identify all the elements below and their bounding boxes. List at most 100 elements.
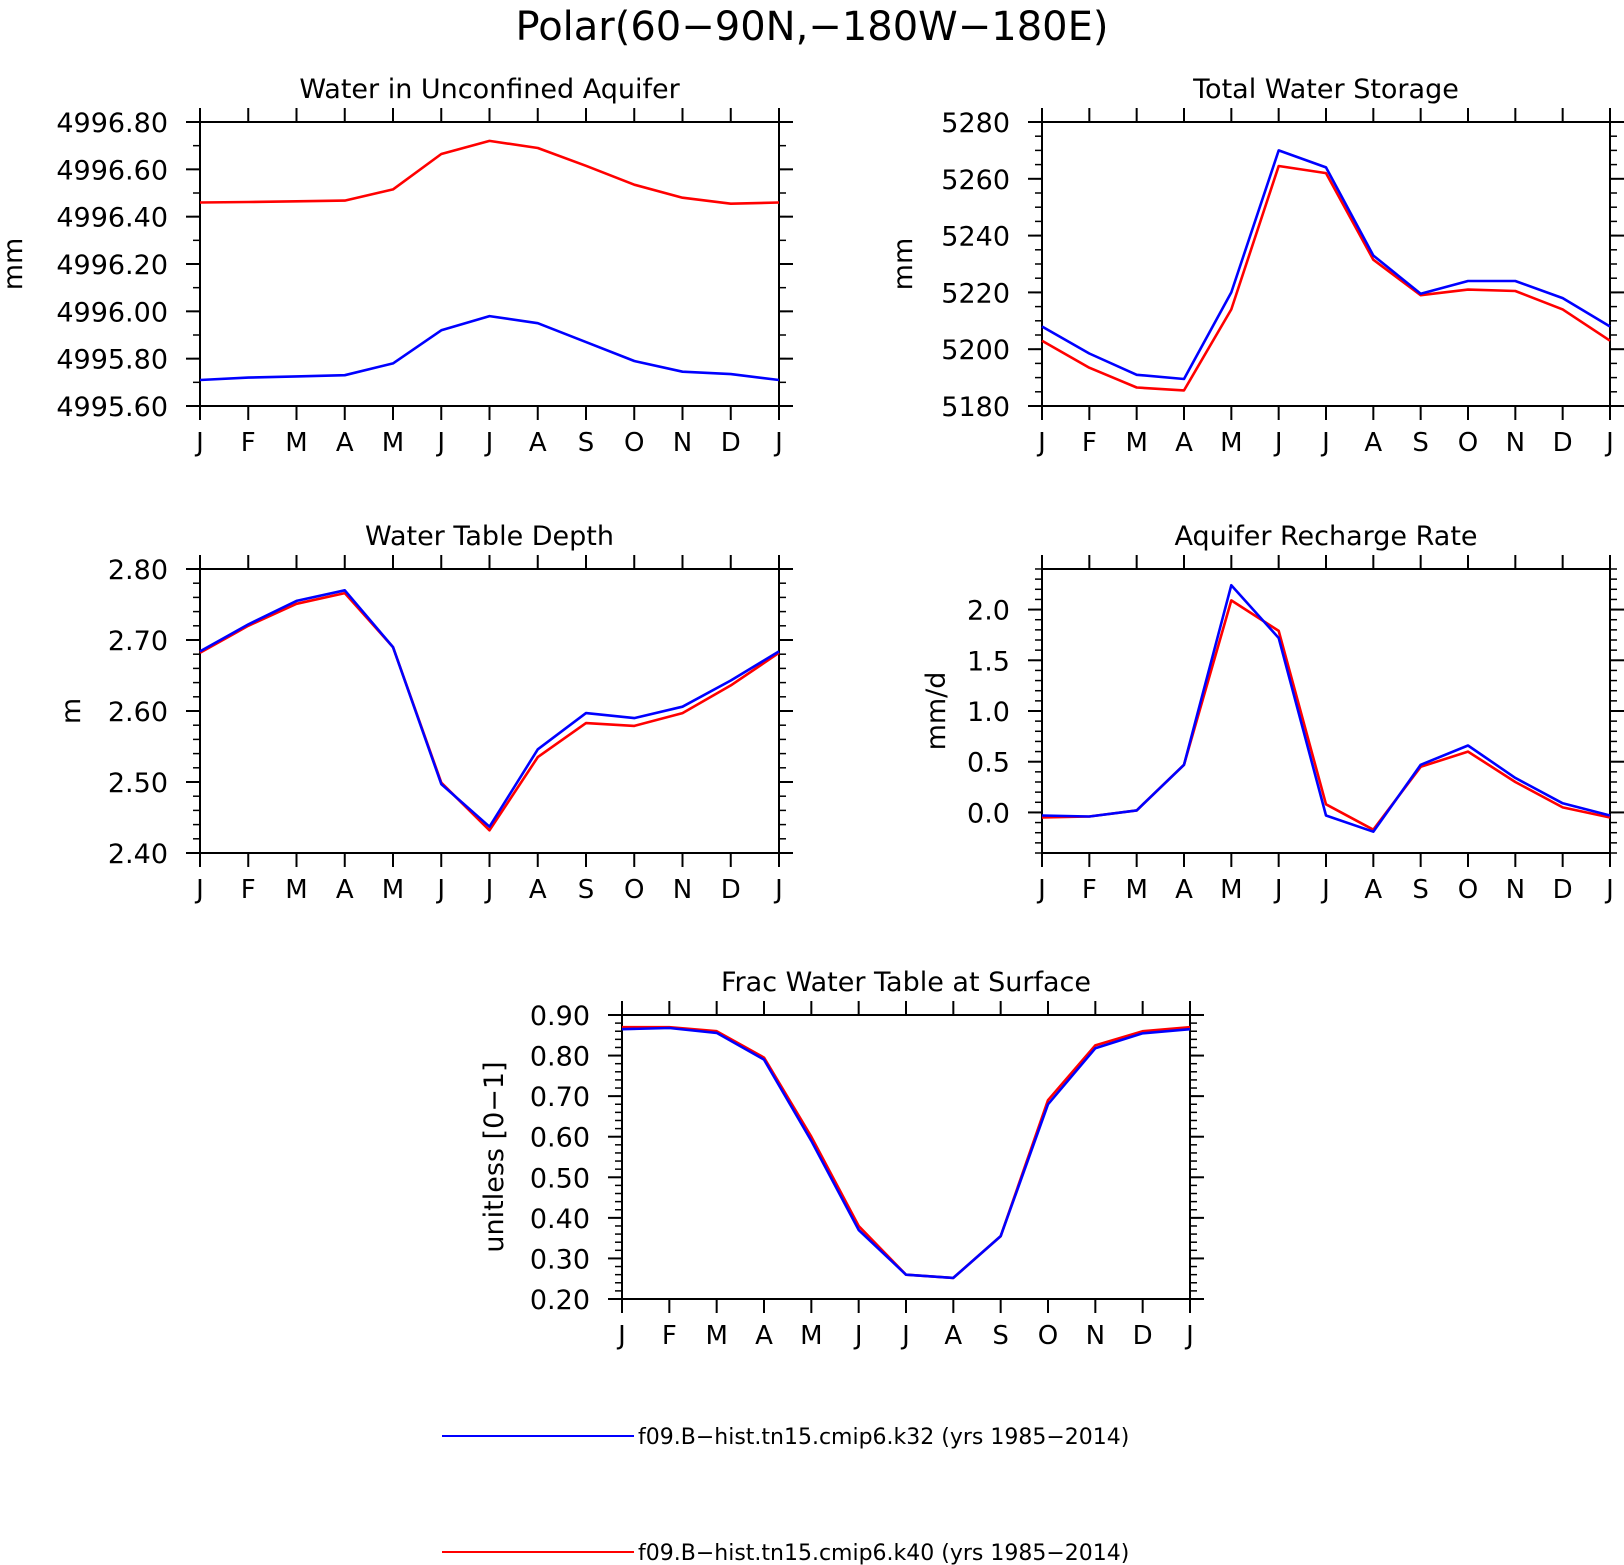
x-tick-label: J: [1273, 428, 1283, 458]
legend-label-k40: f09.B−hist.tn15.cmip6.k40 (yrs 1985−2014…: [638, 1541, 1129, 1565]
y-tick-label: 4996.40: [56, 203, 168, 234]
y-tick-label: 4995.60: [56, 392, 168, 423]
x-tick-label: M: [285, 428, 307, 458]
x-tick-label: N: [673, 875, 692, 905]
y-tick-label: 1.5: [967, 646, 1010, 677]
y-axis-label: m: [56, 698, 87, 724]
x-tick-label: N: [1506, 428, 1525, 458]
x-tick-label: J: [484, 875, 494, 905]
y-tick-label: 0.0: [967, 798, 1010, 829]
x-tick-label: D: [721, 428, 741, 458]
x-tick-label: A: [336, 428, 354, 458]
y-axis-label: mm/d: [921, 672, 952, 751]
chart-panel-5: J F M A M J J A S O N D J0.200.300.400.500.600.700.8…: [479, 967, 1204, 1351]
x-tick-label: J: [484, 428, 494, 458]
x-tick-label: S: [578, 428, 595, 458]
y-tick-label: 5180: [941, 392, 1010, 423]
x-tick-label: J: [435, 428, 445, 458]
series-line-k40: [622, 1025, 1191, 1280]
y-tick-label: 5200: [941, 335, 1010, 366]
x-tick-label: F: [241, 875, 256, 905]
y-tick-label: 0.60: [530, 1123, 590, 1154]
y-tick-label: 2.60: [108, 697, 168, 728]
series-line-k40: [199, 591, 780, 832]
plot-frame: [1041, 121, 1611, 407]
y-tick-label: 0.30: [530, 1244, 590, 1275]
y-tick-label: 4996.60: [56, 155, 168, 186]
y-tick-label: 5260: [941, 165, 1010, 196]
chart-panel-2: J F M A M J J A S O N D J518052005220524052605280Tot…: [888, 74, 1624, 458]
y-tick-label: 2.80: [108, 555, 168, 586]
plot-frame: [621, 1014, 1191, 1300]
x-tick-label: J: [1604, 428, 1614, 458]
x-tick-label: O: [1038, 1321, 1058, 1351]
x-tick-label: A: [336, 875, 354, 905]
y-tick-label: 5240: [941, 222, 1010, 253]
y-tick-label: 0.70: [530, 1082, 590, 1113]
x-tick-label: O: [1458, 428, 1478, 458]
series-line-k32: [1041, 149, 1611, 381]
y-axis-label: unitless [0−1]: [479, 1061, 510, 1252]
x-tick-label: A: [1175, 428, 1193, 458]
x-tick-label: M: [1220, 428, 1242, 458]
x-tick-label: J: [1036, 428, 1046, 458]
y-tick-label: 0.5: [967, 748, 1010, 779]
series-line-k32: [199, 314, 780, 382]
x-tick-label: M: [1125, 428, 1147, 458]
figure-title: Polar(60−90N,−180W−180E): [516, 4, 1109, 50]
series-line-k32: [199, 588, 780, 829]
x-tick-label: M: [1220, 875, 1242, 905]
x-tick-label: S: [1412, 428, 1429, 458]
x-tick-label: A: [1175, 875, 1193, 905]
y-tick-label: 0.40: [530, 1204, 590, 1235]
y-tick-label: 5280: [941, 108, 1010, 139]
x-tick-label: A: [1364, 875, 1382, 905]
x-tick-label: J: [435, 875, 445, 905]
series-line-k32: [621, 1026, 1191, 1280]
x-tick-label: D: [721, 875, 741, 905]
panel-title: Water Table Depth: [365, 521, 614, 552]
y-tick-label: 4996.80: [56, 108, 168, 139]
series-line-k40: [1041, 599, 1611, 832]
chart-panels: J F M A M J J A S O N D J4995.604995.804996.004996.2…: [0, 74, 1624, 1351]
y-tick-label: 2.0: [967, 596, 1010, 627]
y-tick-label: 5220: [941, 278, 1010, 309]
x-tick-label: J: [1320, 428, 1330, 458]
x-tick-label: S: [1412, 875, 1429, 905]
series-line-k40: [199, 139, 780, 205]
x-tick-label: O: [624, 428, 644, 458]
x-tick-label: M: [1125, 875, 1147, 905]
x-tick-label: J: [194, 875, 204, 905]
y-tick-label: 0.50: [530, 1163, 590, 1194]
x-tick-label: J: [616, 1321, 626, 1351]
y-tick-label: 0.90: [530, 1001, 590, 1032]
plot-frame: [199, 121, 780, 407]
panel-title: Water in Unconfined Aquifer: [299, 74, 680, 105]
y-tick-label: 4995.80: [56, 345, 168, 376]
x-tick-label: D: [1553, 875, 1573, 905]
x-tick-label: J: [1036, 875, 1046, 905]
x-tick-label: A: [944, 1321, 962, 1351]
y-axis-label: mm: [888, 238, 919, 291]
x-tick-label: M: [382, 875, 404, 905]
x-tick-label: J: [194, 428, 204, 458]
y-tick-label: 0.20: [530, 1285, 590, 1316]
y-tick-label: 2.70: [108, 626, 168, 657]
x-tick-label: M: [705, 1321, 727, 1351]
x-tick-label: J: [900, 1321, 910, 1351]
x-tick-label: J: [1320, 875, 1330, 905]
y-tick-label: 4996.00: [56, 297, 168, 328]
x-tick-label: N: [1506, 875, 1525, 905]
legend-label-k32: f09.B−hist.tn15.cmip6.k32 (yrs 1985−2014…: [638, 1425, 1129, 1450]
x-tick-label: F: [241, 428, 256, 458]
x-tick-label: S: [992, 1321, 1009, 1351]
x-tick-label: O: [624, 875, 644, 905]
legend: f09.B−hist.tn15.cmip6.k32 (yrs 1985−2014…: [442, 1425, 1129, 1565]
plot-frame: [199, 568, 780, 854]
x-tick-label: J: [1184, 1321, 1194, 1351]
y-axis-label: mm: [0, 238, 29, 291]
panel-title: Aquifer Recharge Rate: [1174, 521, 1477, 552]
y-tick-label: 4996.20: [56, 250, 168, 281]
y-tick-label: 1.0: [967, 697, 1010, 728]
x-tick-label: A: [529, 875, 547, 905]
